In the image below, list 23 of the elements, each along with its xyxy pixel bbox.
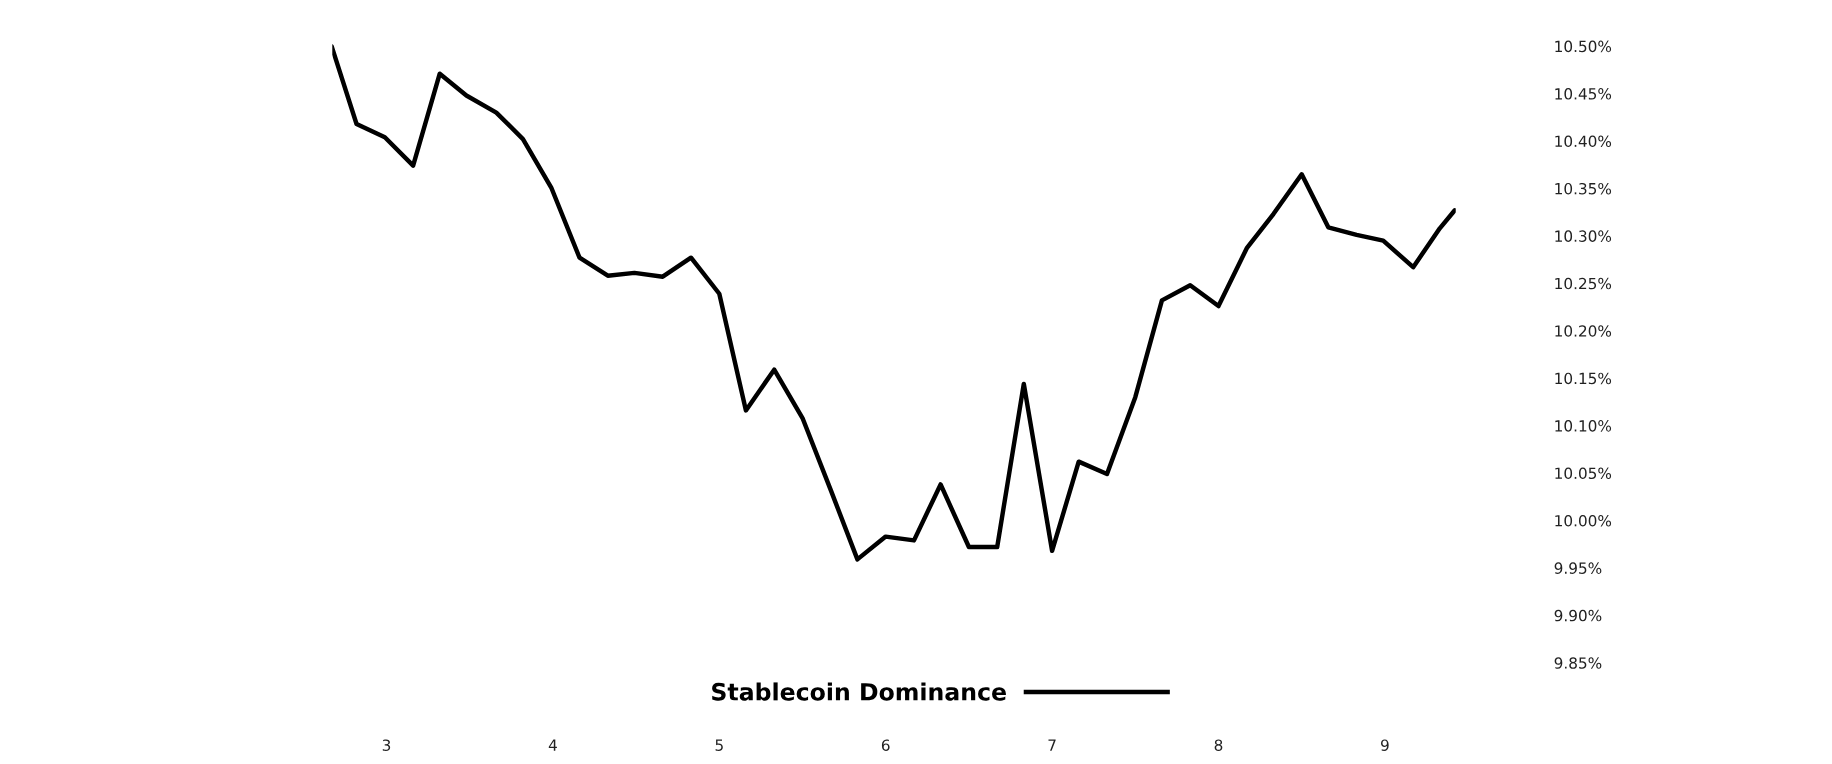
- y-tick-label: 9.95%: [1554, 562, 1602, 574]
- y-tick-label: 10.50%: [1555, 40, 1612, 53]
- y-tick-label: 9.90%: [1554, 609, 1602, 622]
- y-tick-label: 10.00%: [1555, 514, 1612, 527]
- line-series: [331, 43, 1457, 562]
- x-tick-label: 3: [382, 739, 391, 751]
- x-tick-label: 6: [881, 739, 890, 751]
- x-tick-label: 9: [1380, 739, 1389, 751]
- y-tick-label: 10.20%: [1555, 325, 1612, 337]
- y-tick-label: 10.05%: [1555, 467, 1612, 480]
- y-tick-label: 10.25%: [1555, 277, 1612, 290]
- y-tick-label: 10.15%: [1555, 372, 1612, 385]
- y-tick-label: 9.85%: [1554, 657, 1602, 669]
- x-tick-label: 8: [1214, 739, 1223, 751]
- x-tick-label: 5: [715, 739, 723, 751]
- y-tick-label: 10.35%: [1555, 182, 1612, 195]
- x-tick-label: 4: [548, 739, 557, 751]
- x-tick-label: 7: [1048, 739, 1056, 751]
- text: Stablecoin Dominance: [712, 682, 1006, 701]
- y-tick-label: 10.10%: [1555, 420, 1612, 432]
- y-tick-label: 10.45%: [1555, 88, 1612, 100]
- y-tick-label: 10.30%: [1555, 230, 1612, 242]
- y-tick-label: 10.40%: [1555, 135, 1612, 148]
